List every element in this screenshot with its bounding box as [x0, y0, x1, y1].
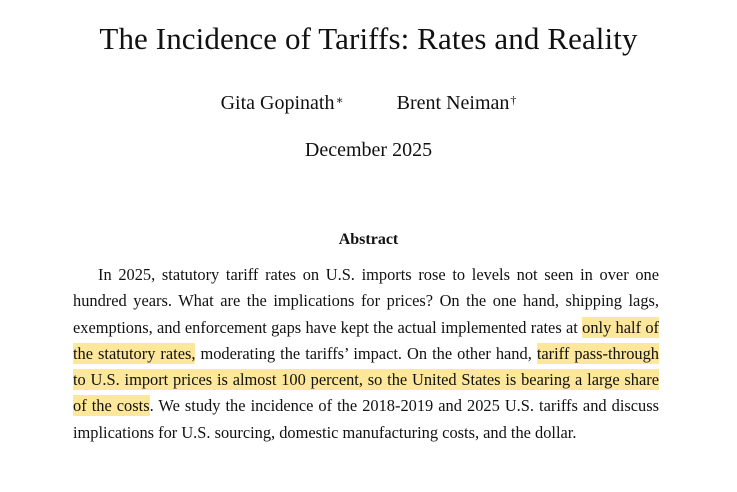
abstract-segment: In 2025, statutory tariff rates on U.S. … [73, 265, 659, 337]
footnote-mark: ∗ [335, 93, 344, 107]
author-gita-gopinath: Gita Gopinath∗ [221, 90, 344, 116]
author-name: Brent Neiman [396, 92, 510, 114]
paper-title: The Incidence of Tariffs: Rates and Real… [99, 21, 638, 56]
abstract-heading: Abstract [338, 231, 399, 248]
abstract-segment: moderating the tariffs’ impact. On the o… [195, 343, 537, 363]
abstract-segment: . We study the incidence of the 2018-201… [73, 396, 660, 442]
author-list: Gita Gopinath∗ Brent Neiman† [0, 90, 737, 116]
author-brent-neiman: Brent Neiman† [397, 90, 517, 116]
author-name: Gita Gopinath [220, 92, 335, 114]
abstract-text: In 2025, statutory tariff rates on U.S. … [73, 262, 659, 446]
footnote-mark: † [510, 93, 517, 107]
publication-date: December 2025 [304, 139, 433, 161]
